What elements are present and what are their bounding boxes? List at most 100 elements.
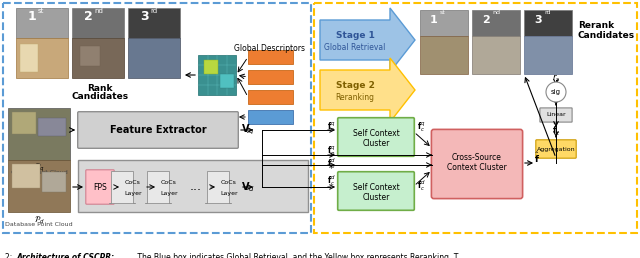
FancyBboxPatch shape [540, 108, 572, 122]
FancyBboxPatch shape [431, 130, 523, 199]
Text: $\mathbf{f}_p^d$: $\mathbf{f}_p^d$ [327, 156, 336, 172]
Text: Architecture of CSCPR:: Architecture of CSCPR: [17, 253, 115, 258]
Text: $\mathbf{f}_p^q$: $\mathbf{f}_p^q$ [328, 145, 336, 159]
Bar [20, 44, 38, 72]
Text: Self Context: Self Context [353, 128, 399, 138]
Text: st: st [38, 8, 44, 14]
Text: Database Point Cloud: Database Point Cloud [5, 222, 73, 227]
FancyArrow shape [109, 171, 135, 203]
Bar [42, 172, 66, 192]
Bar [420, 36, 468, 74]
Text: $\mathbf{f}_c^d$: $\mathbf{f}_c^d$ [417, 179, 426, 194]
Text: Rank: Rank [87, 84, 113, 93]
Bar [38, 118, 66, 136]
Text: Layer: Layer [220, 190, 238, 196]
FancyBboxPatch shape [338, 172, 414, 210]
Text: Cross-Source: Cross-Source [452, 154, 502, 163]
Text: CoCs: CoCs [125, 181, 141, 186]
Bar [472, 10, 520, 36]
Text: $\mathcal{P}_d$: $\mathcal{P}_d$ [34, 214, 44, 225]
Text: Aggregation: Aggregation [537, 147, 575, 151]
Text: $\mathcal{P}_q$: $\mathcal{P}_q$ [34, 162, 44, 174]
Text: nd: nd [94, 8, 103, 14]
Text: rd: rd [544, 11, 550, 15]
Bar [8, 160, 70, 212]
Text: rd: rd [150, 8, 157, 14]
Text: Cluster: Cluster [362, 139, 390, 148]
Text: 2: 2 [84, 11, 93, 23]
Bar [78, 160, 308, 212]
Text: 1: 1 [28, 11, 36, 23]
Text: $\hat{\mathbf{f}}$: $\hat{\mathbf{f}}$ [534, 151, 540, 165]
Bar [16, 8, 68, 38]
Bar [248, 70, 293, 84]
Bar [524, 10, 572, 36]
Text: 2: 2 [482, 15, 490, 25]
FancyBboxPatch shape [86, 170, 114, 204]
Bar [128, 38, 180, 78]
Bar [472, 36, 520, 74]
Text: nd: nd [492, 11, 500, 15]
Bar [248, 110, 293, 124]
Text: Reranking: Reranking [335, 93, 374, 102]
Bar [220, 74, 234, 88]
FancyArrow shape [145, 171, 171, 203]
Bar [204, 60, 218, 74]
FancyBboxPatch shape [77, 112, 238, 148]
Text: Feature Extractor: Feature Extractor [109, 125, 206, 135]
FancyBboxPatch shape [536, 140, 576, 158]
Bar [420, 10, 468, 36]
Text: Rerank: Rerank [578, 21, 614, 30]
Text: $\mathbf{f}_c^q$: $\mathbf{f}_c^q$ [328, 120, 336, 134]
Text: 3: 3 [534, 15, 541, 25]
Text: Layer: Layer [124, 190, 142, 196]
Text: $\mathbf{f}_c^q$: $\mathbf{f}_c^q$ [417, 120, 426, 134]
Text: The Blue box indicates Global Retrieval, and the Yellow box represents Reranking: The Blue box indicates Global Retrieval,… [135, 253, 458, 258]
FancyBboxPatch shape [338, 118, 414, 156]
Text: CoCs: CoCs [161, 181, 177, 186]
Text: 1: 1 [430, 15, 438, 25]
Text: 3: 3 [140, 11, 148, 23]
Text: Self Context: Self Context [353, 182, 399, 191]
Text: $\hat{\mathbf{f}}_c$: $\hat{\mathbf{f}}_c$ [552, 122, 561, 138]
Text: Stage 1: Stage 1 [335, 31, 374, 41]
Text: Query Point Cloud: Query Point Cloud [11, 170, 67, 175]
Text: sig: sig [551, 89, 561, 95]
Text: Cluster: Cluster [362, 192, 390, 201]
Text: ...: ... [190, 181, 202, 194]
Text: FPS: FPS [93, 182, 107, 191]
Text: Global Retrieval: Global Retrieval [324, 44, 386, 52]
Bar [314, 3, 637, 233]
Circle shape [546, 82, 566, 102]
Polygon shape [320, 58, 415, 122]
Text: $r_s$: $r_s$ [552, 72, 560, 84]
Bar [248, 90, 293, 104]
Bar [12, 164, 40, 188]
Text: Stage 2: Stage 2 [335, 82, 374, 91]
Text: $\mathbf{V}_q$: $\mathbf{V}_q$ [241, 123, 255, 137]
Bar [80, 46, 100, 66]
Polygon shape [320, 8, 415, 72]
Bar [198, 55, 236, 95]
Text: CoCs: CoCs [221, 181, 237, 186]
Text: Context Cluster: Context Cluster [447, 164, 507, 173]
Text: $\mathbf{V}_d$: $\mathbf{V}_d$ [241, 180, 255, 194]
Bar [3, 3, 311, 233]
Bar [16, 38, 68, 78]
Bar [72, 38, 124, 78]
Text: st: st [440, 11, 445, 15]
Bar [72, 8, 124, 38]
Text: Candidates: Candidates [72, 92, 129, 101]
Bar [12, 112, 36, 134]
Bar [524, 36, 572, 74]
Bar [8, 108, 70, 160]
Text: $\mathbf{f}_c^d$: $\mathbf{f}_c^d$ [327, 174, 336, 188]
Text: Global Descriptors: Global Descriptors [234, 44, 305, 53]
Text: 2:: 2: [5, 253, 15, 258]
Text: Layer: Layer [160, 190, 178, 196]
Text: Linear: Linear [546, 112, 566, 117]
Text: Candidates: Candidates [578, 31, 635, 41]
FancyArrow shape [205, 171, 231, 203]
Bar [248, 50, 293, 64]
Bar [128, 8, 180, 38]
